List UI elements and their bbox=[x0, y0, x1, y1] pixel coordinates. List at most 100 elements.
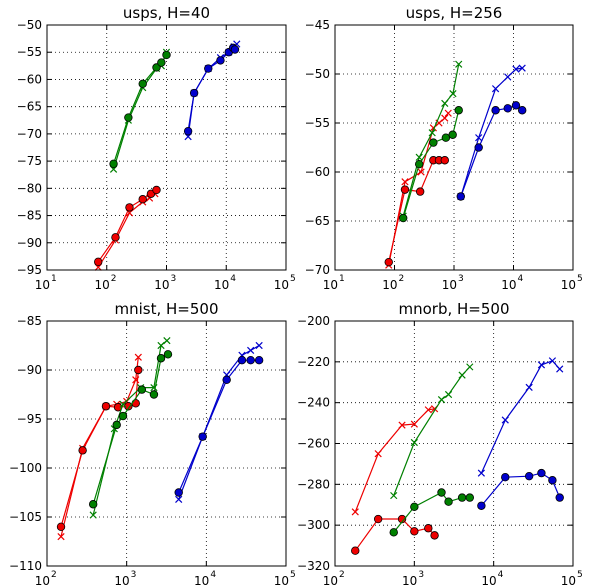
data-point bbox=[548, 357, 557, 365]
data-point bbox=[548, 476, 557, 485]
x-tick-label: 10 bbox=[561, 278, 576, 292]
x-tick-base: 10 bbox=[274, 278, 289, 292]
y-tick-label: −55 bbox=[305, 116, 330, 130]
x-tick-base: 10 bbox=[382, 278, 397, 292]
data-point bbox=[237, 356, 247, 365]
x-tick-exponent: 5 bbox=[290, 570, 296, 580]
data-point bbox=[441, 99, 449, 108]
y-tick-label: −60 bbox=[305, 165, 330, 179]
series-line-green-x bbox=[393, 366, 471, 496]
data-point bbox=[118, 411, 128, 421]
y-tick-label: −85 bbox=[17, 209, 42, 223]
data-point bbox=[112, 420, 121, 430]
y-tick-label: −65 bbox=[17, 100, 42, 114]
y-tick-label: −90 bbox=[17, 236, 42, 250]
data-point bbox=[138, 195, 147, 204]
y-tick-label: −45 bbox=[305, 18, 330, 32]
y-tick-label: −95 bbox=[17, 412, 42, 426]
data-point bbox=[410, 527, 419, 536]
y-tick-label: −200 bbox=[297, 314, 330, 328]
x-tick-base: 10 bbox=[323, 278, 338, 292]
data-point bbox=[524, 471, 534, 481]
x-tick-base: 10 bbox=[35, 574, 50, 588]
y-tick-label: −50 bbox=[305, 67, 330, 81]
data-point bbox=[137, 385, 147, 394]
x-tick-exponent: 3 bbox=[458, 274, 464, 284]
data-point bbox=[440, 156, 449, 165]
data-point bbox=[134, 365, 143, 375]
data-point bbox=[491, 106, 500, 115]
data-point bbox=[429, 138, 438, 147]
data-point bbox=[466, 363, 474, 371]
data-point bbox=[449, 89, 457, 98]
x-tick-base: 10 bbox=[194, 574, 209, 588]
data-point bbox=[94, 257, 103, 267]
x-tick-label: 10 bbox=[382, 278, 397, 292]
data-point bbox=[254, 356, 264, 365]
panel-title: mnorb, H=500 bbox=[399, 300, 510, 318]
data-point bbox=[390, 491, 398, 500]
y-tick-label: −95 bbox=[17, 263, 42, 277]
panel-title: usps, H=256 bbox=[406, 4, 503, 22]
panel-1: 10 1 10 2 10 3 10 4 10 5−95−90−85−80−75−70−65−60−… bbox=[17, 4, 296, 292]
y-tick-label: −100 bbox=[9, 461, 42, 475]
series-line-blue-x bbox=[178, 344, 260, 500]
x-tick-label: 10 bbox=[501, 278, 516, 292]
data-point bbox=[398, 421, 406, 429]
data-point bbox=[246, 356, 255, 365]
data-point bbox=[525, 383, 533, 391]
data-point bbox=[501, 416, 509, 424]
x-tick-label: 10 bbox=[561, 574, 576, 588]
x-tick-label: 10 bbox=[274, 278, 289, 292]
y-tick-label: −220 bbox=[297, 355, 330, 369]
data-point bbox=[555, 493, 564, 502]
data-point bbox=[374, 450, 382, 458]
data-point bbox=[89, 511, 97, 519]
y-tick-label: −110 bbox=[9, 559, 42, 573]
y-tick-label: −55 bbox=[17, 45, 42, 59]
data-point bbox=[424, 406, 432, 414]
x-tick-base: 10 bbox=[323, 574, 338, 588]
x-tick-label: 10 bbox=[35, 278, 50, 292]
data-point bbox=[537, 468, 546, 478]
data-point bbox=[475, 134, 483, 142]
data-point bbox=[162, 50, 171, 60]
data-point bbox=[398, 213, 408, 223]
data-point bbox=[373, 514, 383, 524]
series-line-green-o bbox=[92, 353, 169, 505]
data-point bbox=[125, 203, 134, 212]
data-point bbox=[131, 399, 140, 408]
data-point bbox=[78, 446, 87, 455]
x-tick-exponent: 2 bbox=[339, 570, 345, 580]
y-tick-label: −260 bbox=[297, 437, 330, 451]
data-point bbox=[448, 130, 457, 139]
y-tick-label: −70 bbox=[17, 127, 42, 141]
data-point bbox=[204, 64, 213, 73]
y-tick-label: −75 bbox=[17, 154, 42, 168]
x-tick-exponent: 5 bbox=[290, 274, 296, 284]
data-point bbox=[556, 365, 564, 373]
data-point bbox=[444, 390, 453, 399]
x-tick-label: 10 bbox=[274, 574, 289, 588]
x-tick-exponent: 3 bbox=[131, 570, 137, 580]
data-point bbox=[465, 493, 474, 502]
data-point bbox=[247, 346, 255, 355]
series-line-blue-o bbox=[480, 472, 561, 507]
x-tick-exponent: 5 bbox=[577, 570, 583, 580]
panel-title: usps, H=40 bbox=[123, 4, 210, 22]
x-tick-exponent: 4 bbox=[518, 274, 524, 284]
series-line-red-x bbox=[354, 408, 435, 513]
data-point bbox=[511, 101, 521, 110]
x-tick-base: 10 bbox=[154, 278, 169, 292]
data-point bbox=[458, 371, 466, 379]
data-point bbox=[441, 114, 449, 122]
data-point bbox=[57, 532, 65, 541]
y-tick-label: −280 bbox=[297, 477, 330, 491]
data-point bbox=[101, 402, 111, 411]
panel-4: 10 2 10 3 10 4 10 5−320−300−280−260−240−220−200… bbox=[297, 300, 583, 588]
x-tick-exponent: 1 bbox=[339, 274, 345, 284]
data-point bbox=[230, 45, 240, 54]
x-tick-exponent: 4 bbox=[498, 570, 504, 580]
data-point bbox=[454, 106, 463, 115]
